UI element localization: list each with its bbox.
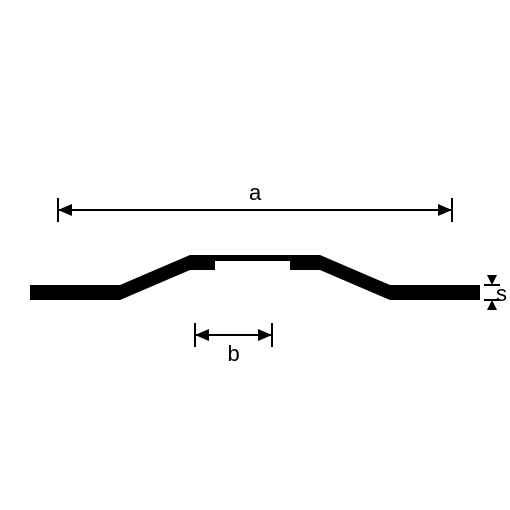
- dimension-a-arrow-right: [438, 204, 452, 216]
- dimension-label-a: a: [249, 180, 261, 206]
- dimension-a-arrow-left: [58, 204, 72, 216]
- dimension-b-arrow-right: [258, 329, 272, 341]
- dimension-label-s: s: [496, 281, 507, 307]
- profile-slot: [215, 261, 290, 275]
- dimension-label-b: b: [228, 341, 240, 367]
- technical-diagram: a b s: [0, 0, 510, 510]
- dimension-b-arrow-left: [195, 329, 209, 341]
- diagram-svg: [0, 0, 510, 510]
